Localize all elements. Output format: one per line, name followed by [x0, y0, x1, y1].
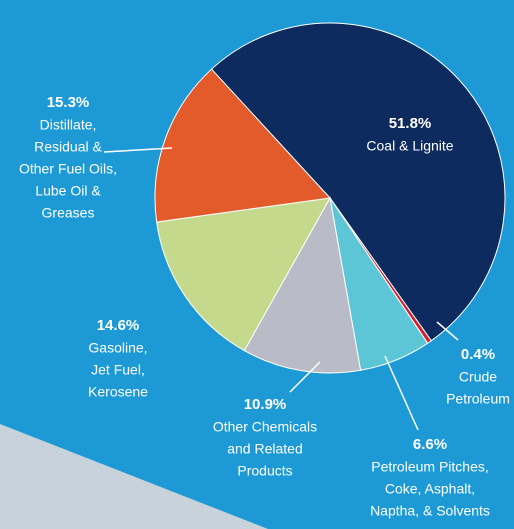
value-label: 6.6% — [413, 436, 447, 453]
leader-line — [384, 355, 419, 431]
category-label: Residual & — [34, 139, 102, 155]
category-label: and Related — [227, 441, 303, 457]
category-label: Jet Fuel, — [91, 362, 145, 378]
category-label: Coke, Asphalt, — [385, 481, 475, 497]
pie-slice — [154, 68, 332, 223]
category-label: Other Fuel Oils, — [19, 161, 117, 177]
decor-band — [0, 424, 268, 529]
category-label: Naptha, & Solvents — [370, 503, 490, 519]
value-label: 51.8% — [389, 115, 432, 132]
pie — [154, 22, 506, 374]
category-label: Products — [237, 463, 292, 479]
leader-line — [289, 361, 321, 393]
value-label: 10.9% — [244, 396, 287, 413]
labels: 51.8% Coal & Lignite 0.4% Crude Petroleum 6.6… — [19, 94, 510, 519]
category-label: Lube Oil & — [35, 183, 101, 199]
pie-slice — [210, 22, 506, 342]
category-label: Crude — [459, 369, 497, 385]
category-label: Distillate, — [40, 117, 97, 133]
category-label: Kerosene — [88, 384, 148, 400]
pie-slice — [156, 197, 331, 352]
category-label: Greases — [42, 205, 95, 221]
value-label: 14.6% — [97, 317, 140, 334]
value-label: 0.4% — [461, 346, 495, 363]
category-label: Petroleum Pitches, — [371, 459, 489, 475]
pie-slice — [243, 196, 362, 374]
category-label: Coal & Lignite — [366, 138, 453, 154]
category-label: Gasoline, — [88, 340, 147, 356]
category-label: Other Chemicals — [213, 419, 317, 435]
leader-line — [436, 321, 459, 341]
category-label: Petroleum — [446, 391, 510, 407]
value-label: 15.3% — [47, 94, 90, 111]
leader-line — [103, 147, 173, 153]
